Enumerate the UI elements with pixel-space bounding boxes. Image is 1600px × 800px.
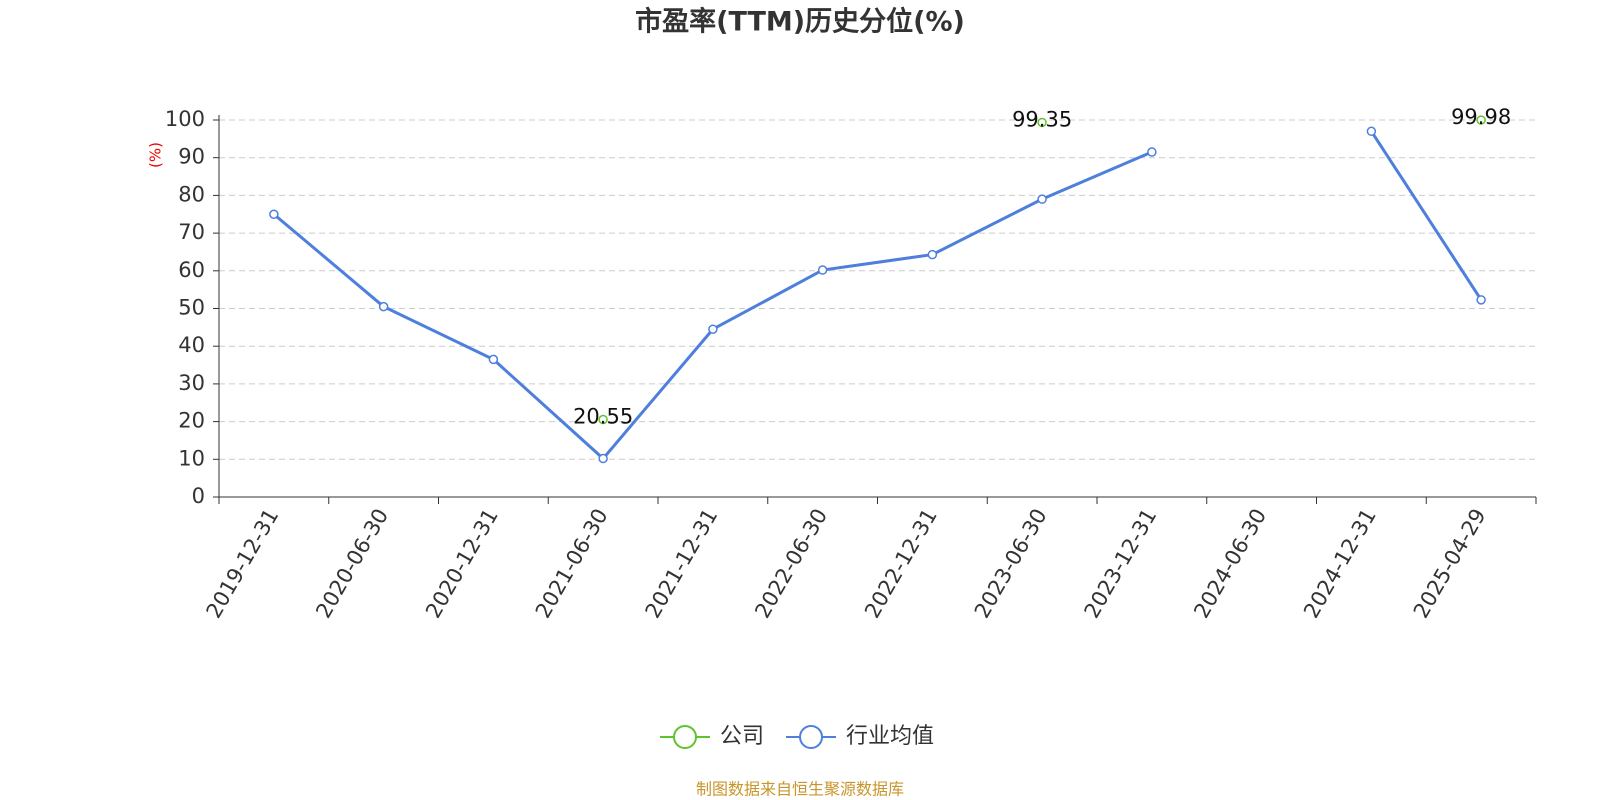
x-tick-label: 2021-12-31 <box>641 505 723 623</box>
data-point <box>927 249 938 260</box>
data-point <box>1147 147 1157 157</box>
x-tick-label: 2019-12-31 <box>202 505 284 623</box>
data-point <box>817 265 828 275</box>
x-tick-label: 2025-04-29 <box>1409 505 1491 623</box>
y-tick-label: 90 <box>178 145 205 169</box>
y-tick-label: 10 <box>178 446 205 470</box>
y-tick-label: 40 <box>178 333 205 357</box>
y-tick-label: 100 <box>165 107 205 131</box>
legend-label: 行业均值 <box>846 724 934 749</box>
x-tick-label: 2020-12-31 <box>421 505 503 623</box>
y-tick-label: 30 <box>178 371 205 395</box>
x-tick-label: 2020-06-30 <box>311 505 393 623</box>
legend-marker <box>673 725 697 749</box>
data-point <box>378 301 389 312</box>
data-label: 20.55 <box>573 405 633 429</box>
x-tick-label: 2024-12-31 <box>1299 505 1381 623</box>
legend-marker <box>799 725 824 749</box>
y-tick-label: 80 <box>178 182 205 206</box>
legend-item[interactable]: 公司 <box>660 724 764 749</box>
data-point <box>1037 194 1047 204</box>
x-tick-label: 2023-12-31 <box>1080 505 1162 623</box>
legend-item[interactable]: 行业均值 <box>786 724 934 749</box>
y-tick-label: 0 <box>192 484 205 508</box>
x-tick-label: 2022-06-30 <box>750 505 832 623</box>
data-point <box>1476 295 1486 305</box>
data-point <box>1476 115 1486 125</box>
chart-title: 市盈率(TTM)历史分位(%) <box>635 6 965 38</box>
y-tick-label: 20 <box>178 409 205 433</box>
y-axis-label: (%) <box>147 142 165 168</box>
data-label: 99.35 <box>1012 107 1072 131</box>
data-label: 99.98 <box>1451 105 1511 129</box>
series-line <box>272 130 1483 461</box>
x-tick-label: 2023-06-30 <box>970 505 1052 623</box>
x-tick-label: 2024-06-30 <box>1189 505 1271 623</box>
data-point <box>1037 117 1047 128</box>
y-tick-label: 60 <box>178 258 205 282</box>
data-point <box>269 209 279 219</box>
data-point <box>708 324 718 334</box>
legend-label: 公司 <box>720 724 764 749</box>
data-point <box>488 354 499 365</box>
x-tick-label: 2022-12-31 <box>860 505 942 623</box>
y-tick-label: 50 <box>178 296 205 320</box>
data-point <box>598 414 608 425</box>
data-point <box>598 453 608 464</box>
data-point <box>1366 126 1377 137</box>
x-tick-label: 2021-06-30 <box>531 505 613 623</box>
y-tick-label: 70 <box>178 220 205 244</box>
footer: 制图数据来自恒生聚源数据库 <box>696 780 904 799</box>
